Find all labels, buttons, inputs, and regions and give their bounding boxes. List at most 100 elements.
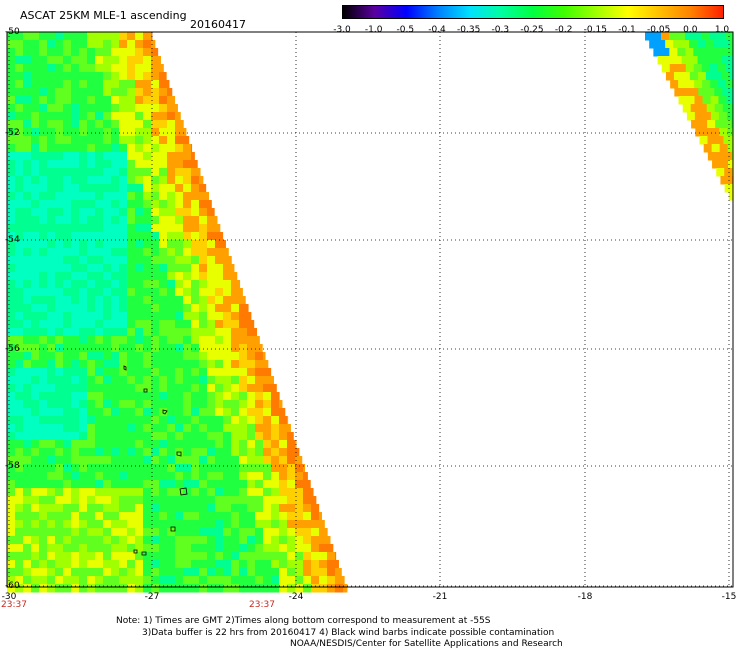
swath-cell — [263, 424, 272, 433]
lon-label: -18 — [577, 592, 593, 602]
swath-cell — [215, 256, 224, 265]
swath-cell — [103, 272, 112, 281]
swath-cell — [15, 544, 24, 553]
swath-cell — [199, 544, 208, 553]
swath-cell — [715, 152, 725, 161]
swath-cell — [135, 328, 144, 337]
swath-cell — [39, 80, 48, 89]
swath-cell — [279, 440, 288, 449]
swath-cell — [207, 536, 216, 545]
swath-cell — [127, 400, 136, 409]
swath-cell — [103, 504, 112, 513]
swath-cell — [247, 544, 256, 553]
swath-cell — [103, 112, 112, 121]
swath-cell — [159, 504, 168, 513]
swath-cell — [143, 296, 152, 305]
swath-cell — [71, 112, 80, 121]
swath-cell — [327, 536, 331, 545]
swath-cell — [15, 176, 24, 185]
swath-cell — [159, 192, 168, 201]
swath-cell — [63, 72, 72, 81]
swath-cell — [15, 144, 24, 153]
colorbar-tick: -0.3 — [491, 25, 510, 35]
swath-cell — [175, 392, 184, 401]
swath-cell — [127, 96, 136, 105]
swath-cell — [55, 192, 64, 201]
swath-cell — [63, 216, 72, 225]
swath-cell — [207, 528, 216, 537]
swath-cell — [127, 416, 136, 425]
swath-cell — [263, 536, 272, 545]
lat-label: -60 — [5, 581, 20, 591]
swath-cell — [151, 424, 160, 433]
swath-cell — [143, 280, 152, 289]
swath-cell — [199, 576, 208, 585]
swath-cell — [127, 560, 136, 569]
swath-cell — [55, 480, 64, 489]
swath-cell — [677, 32, 686, 41]
swath-cell — [127, 232, 136, 241]
swath-cell — [7, 408, 16, 417]
swath-cell — [705, 56, 715, 65]
swath-cell — [319, 552, 328, 561]
swath-cell — [335, 552, 337, 561]
swath-cell — [223, 544, 232, 553]
swath-cell — [23, 496, 32, 505]
swath-cell — [143, 536, 152, 545]
swath-cell — [319, 536, 328, 545]
swath-cell — [103, 184, 112, 193]
swath-cell — [55, 248, 64, 257]
swath-cell — [119, 184, 128, 193]
swath-cell — [143, 224, 152, 233]
swath-cell — [119, 248, 128, 257]
swath-cell — [183, 576, 192, 585]
swath-cell — [263, 576, 272, 585]
lon-label: -30 — [1, 592, 17, 602]
swath-cell — [23, 424, 32, 433]
swath-cell — [295, 456, 303, 465]
swath-cell — [135, 488, 144, 497]
swath-cell — [311, 552, 320, 561]
swath-cell — [87, 240, 96, 249]
swath-cell — [271, 528, 280, 537]
swath-cell — [87, 80, 96, 89]
swath-cell — [31, 568, 40, 577]
swath-cell — [159, 536, 168, 545]
swath-cell — [159, 64, 164, 73]
swath-cell — [143, 496, 152, 505]
swath-cell — [15, 568, 24, 577]
swath-cell — [239, 576, 248, 585]
swath-cell — [725, 48, 734, 57]
swath-cell — [127, 456, 136, 465]
note-line-2: 3)Data buffer is 22 hrs from 20160417 4)… — [142, 628, 555, 638]
swath-cell — [183, 496, 192, 505]
swath-cell — [159, 128, 168, 137]
swath-cell — [95, 280, 104, 289]
swath-cell — [39, 48, 48, 57]
swath-cell — [39, 488, 48, 497]
swath-cell — [183, 336, 192, 345]
swath-cell — [135, 136, 144, 145]
swath-cell — [247, 344, 256, 353]
swath-cell — [223, 576, 232, 585]
swath-cell — [199, 320, 208, 329]
swath-cell — [231, 576, 240, 585]
swath-cell — [175, 504, 184, 513]
swath-cell — [143, 336, 152, 345]
swath-cell — [159, 288, 168, 297]
swath-cell — [151, 96, 160, 105]
swath-cell — [159, 368, 168, 377]
swath-cell — [199, 200, 208, 209]
swath-cell — [143, 344, 152, 353]
swath-cell — [239, 352, 248, 361]
swath-cell — [103, 120, 112, 129]
swath-cell — [55, 256, 64, 265]
swath-cell — [167, 424, 176, 433]
swath-cell — [63, 360, 72, 369]
swath-cell — [143, 376, 152, 385]
swath-cell — [39, 568, 48, 577]
swath-cell — [255, 376, 264, 385]
swath-cell — [87, 192, 96, 201]
swath-cell — [111, 280, 120, 289]
swath-cell — [7, 512, 16, 521]
